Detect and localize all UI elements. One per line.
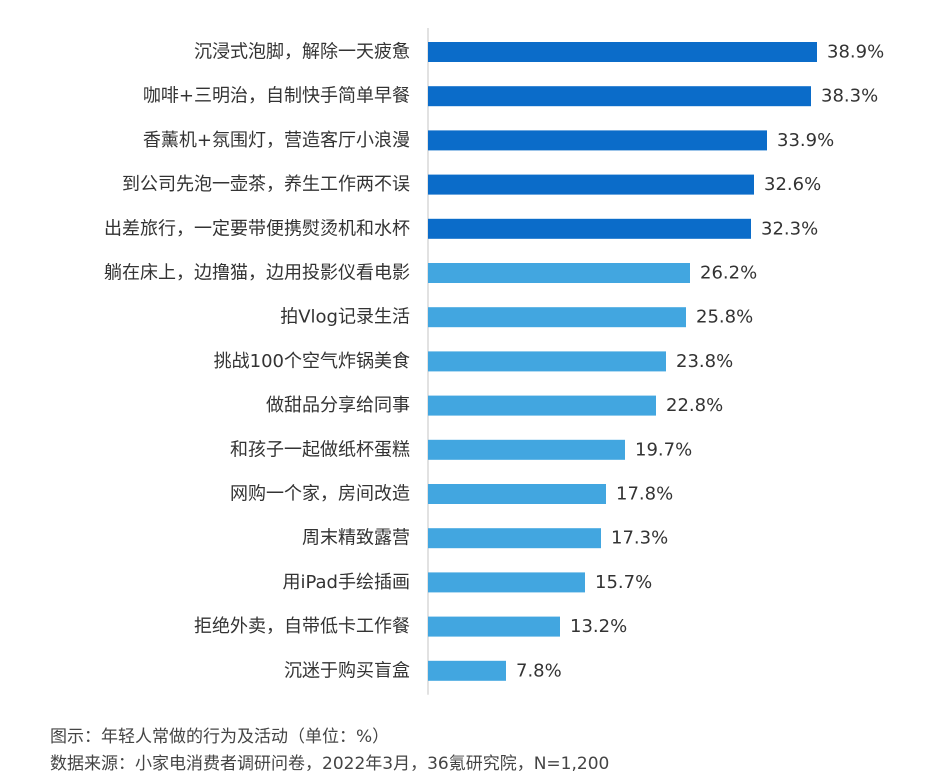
data-label: 32.3% bbox=[761, 218, 818, 239]
bar bbox=[428, 572, 585, 593]
category-label: 香薰机+氛围灯，营造客厅小浪漫 bbox=[143, 130, 410, 151]
bar bbox=[428, 86, 811, 107]
data-label: 13.2% bbox=[570, 616, 627, 637]
bar bbox=[428, 218, 751, 239]
bar bbox=[428, 484, 606, 504]
bar bbox=[428, 528, 601, 549]
category-label: 拒绝外卖，自带低卡工作餐 bbox=[194, 616, 410, 637]
category-label: 沉浸式泡脚，解除一天疲惫 bbox=[194, 42, 410, 63]
bar bbox=[428, 42, 817, 62]
data-label: 17.3% bbox=[611, 528, 668, 549]
category-label: 出差旅行，一定要带便携熨烫机和水杯 bbox=[104, 218, 410, 239]
chart-caption: 图示：年轻人常做的行为及活动（单位：%） bbox=[50, 727, 390, 747]
category-label: 挑战100个空气炸锅美食 bbox=[214, 351, 410, 372]
data-label: 32.6% bbox=[764, 174, 821, 195]
category-label: 用iPad手绘插画 bbox=[282, 572, 410, 593]
data-label: 38.9% bbox=[827, 42, 884, 63]
bar bbox=[428, 616, 560, 637]
data-label: 15.7% bbox=[595, 572, 652, 593]
category-label: 咖啡+三明治，自制快手简单早餐 bbox=[143, 86, 410, 107]
category-label: 躺在床上，边撸猫，边用投影仪看电影 bbox=[104, 263, 410, 284]
data-label: 26.2% bbox=[700, 263, 757, 284]
data-label: 22.8% bbox=[666, 395, 723, 416]
data-label: 19.7% bbox=[635, 439, 692, 460]
data-label: 17.8% bbox=[616, 484, 673, 505]
category-label: 和孩子一起做纸杯蛋糕 bbox=[230, 439, 410, 460]
category-label: 网购一个家，房间改造 bbox=[230, 484, 410, 505]
category-label: 做甜品分享给同事 bbox=[266, 395, 410, 416]
data-label: 7.8% bbox=[516, 660, 562, 681]
bar bbox=[428, 263, 690, 283]
bar bbox=[428, 439, 625, 460]
category-label: 拍Vlog记录生活 bbox=[280, 307, 410, 328]
category-label: 到公司先泡一壶茶，养生工作两不误 bbox=[122, 174, 410, 195]
bar bbox=[428, 130, 767, 151]
data-label: 23.8% bbox=[676, 351, 733, 372]
bar-chart: 沉浸式泡脚，解除一天疲惫 38.9% 咖啡+三明治，自制快手简单早餐 38.3% 香薰机… bbox=[104, 28, 884, 695]
data-label: 25.8% bbox=[696, 307, 753, 328]
data-label: 33.9% bbox=[777, 130, 834, 151]
data-label: 38.3% bbox=[821, 86, 878, 107]
bar bbox=[428, 395, 656, 416]
bar bbox=[428, 351, 666, 372]
category-label: 沉迷于购买盲盒 bbox=[284, 660, 410, 681]
bar bbox=[428, 307, 686, 328]
data-source-note: 数据来源：小家电消费者调研问卷，2022年3月，36氪研究院，N=1,200 bbox=[50, 754, 610, 774]
bar bbox=[428, 174, 754, 195]
bar bbox=[428, 660, 506, 681]
category-label: 周末精致露营 bbox=[302, 528, 410, 549]
